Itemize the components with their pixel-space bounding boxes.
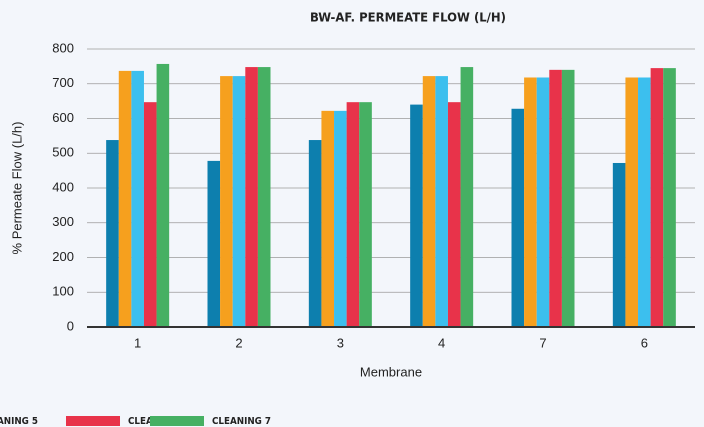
bar [346,102,360,327]
legend-label: CLEANING 5 [0,416,38,427]
bar [308,140,322,327]
x-axis-label: Membrane [360,364,422,379]
bar [410,104,423,327]
x-tick-label: 2 [235,335,242,350]
bar [257,67,271,327]
y-tick-label: 0 [67,318,74,333]
y-tick-label: 800 [52,40,74,55]
x-tick-label: 3 [337,335,344,350]
legend-label: CLEANING 7 [212,416,271,427]
bar [561,69,575,327]
bar [612,162,626,327]
bar [524,77,537,328]
y-tick-label: 500 [52,145,74,160]
chart-title: BW-AF. PERMEATE FLOW (L/H) [310,11,506,25]
bar [232,76,246,327]
x-tick-label: 7 [539,335,546,350]
bar [536,77,550,328]
bar [106,140,119,327]
bar [625,77,639,328]
y-tick-label: 100 [52,284,74,299]
legend-swatch [150,416,204,426]
bar [131,70,144,327]
bar [435,76,448,327]
bar [511,108,525,328]
bar [245,67,258,327]
bar [663,68,676,328]
bar [156,63,170,327]
bar [638,77,651,328]
y-axis-label: % Permeate Flow (L/h) [9,122,24,255]
y-tick-label: 400 [52,179,74,194]
y-tick-label: 600 [52,110,74,125]
x-tick-label: 6 [641,335,648,350]
bar [118,70,132,327]
bar [334,110,347,327]
bar [447,102,461,327]
bar [549,69,562,327]
bar [143,102,157,327]
y-tick-label: 700 [52,75,74,90]
bar [359,102,372,327]
y-tick-label: 200 [52,249,74,264]
x-tick-label: 4 [438,335,445,350]
bar [321,110,335,327]
bar [207,160,221,327]
y-tick-label: 300 [52,214,74,229]
legend-swatch [66,416,120,426]
bar [220,76,233,327]
bar [422,76,436,327]
bar [650,68,664,328]
bar [460,67,474,327]
x-tick-label: 1 [134,335,141,350]
